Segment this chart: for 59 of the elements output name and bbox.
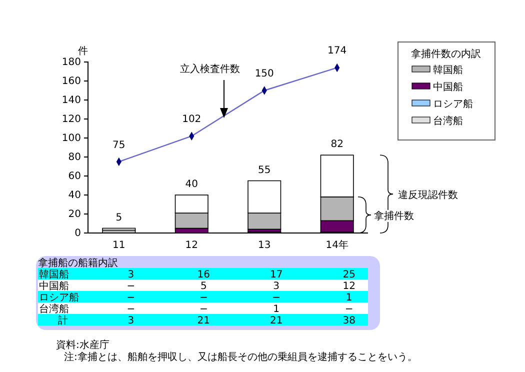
data-label: 5	[200, 281, 207, 292]
legend-label: 中国船	[433, 81, 463, 93]
data-label: 174	[328, 46, 347, 57]
data-label: 16	[197, 270, 210, 280]
data-label: 1	[346, 292, 352, 304]
y-tick-label: 180	[62, 57, 81, 68]
y-tick-label: 100	[62, 133, 81, 144]
x-tick-label: 12	[185, 240, 198, 252]
y-tick-label: 80	[68, 152, 81, 164]
text: 21	[270, 316, 283, 326]
data-label: 25	[342, 270, 356, 280]
total-label: 5	[116, 212, 122, 224]
y-tick-label: 0	[74, 228, 81, 240]
total-label: 55	[258, 164, 271, 176]
y-tick-label: 120	[62, 114, 81, 126]
y-tick-label: 20	[68, 209, 81, 220]
y-tick-label: 140	[62, 95, 81, 106]
data-label: −	[126, 304, 136, 315]
text: 中国船	[39, 281, 69, 292]
legend-label: 韓国船	[433, 64, 463, 76]
data-label: 1	[273, 304, 280, 315]
data-label: −	[199, 292, 208, 304]
text: 拿捕件数	[374, 210, 414, 222]
text: 台湾船	[39, 304, 69, 315]
text: 違反現認件数	[398, 189, 458, 202]
data-label: 102	[182, 114, 202, 126]
data-label: −	[126, 281, 136, 292]
y-tick-label: 60	[68, 171, 81, 182]
x-tick-label: 11	[112, 240, 126, 252]
data-label: 75	[112, 140, 126, 151]
total-label: 40	[185, 179, 198, 190]
text: 拿捕船の船籍内訳	[38, 257, 118, 269]
data-label: 3	[273, 281, 280, 292]
x-tick-label: 14年	[326, 239, 348, 252]
data-label: −	[199, 304, 208, 315]
text: 3	[128, 316, 134, 326]
y-tick-label: 40	[68, 190, 81, 202]
legend-title: 拿捕件数の内訳	[411, 48, 481, 60]
legend-label: ロシア船	[433, 99, 473, 110]
text: 21	[197, 316, 210, 326]
y-axis-title: 件	[78, 46, 88, 57]
text: 資料:水産庁	[56, 339, 110, 351]
data-label: 3	[128, 270, 134, 280]
data-label: −	[126, 292, 136, 304]
text: 注:拿捕とは、船舶を押収し、又は船長その他の乗組員を逮捕することをいう。	[64, 351, 418, 363]
total-label: 82	[330, 139, 344, 150]
legend-label: 台湾船	[433, 115, 463, 127]
x-tick-label: 13	[258, 240, 271, 252]
data-label: −	[344, 304, 354, 315]
y-tick-label: 160	[62, 76, 81, 88]
data-label: −	[272, 292, 281, 304]
text: ロシア船	[39, 292, 79, 304]
annotation: 立入検査件数	[180, 63, 240, 75]
text: 38	[342, 316, 356, 326]
data-label: 150	[254, 68, 274, 80]
data-label: 12	[342, 281, 356, 292]
data-label: 17	[270, 270, 283, 280]
text: 韓国船	[39, 270, 69, 280]
text: 計	[58, 314, 68, 326]
